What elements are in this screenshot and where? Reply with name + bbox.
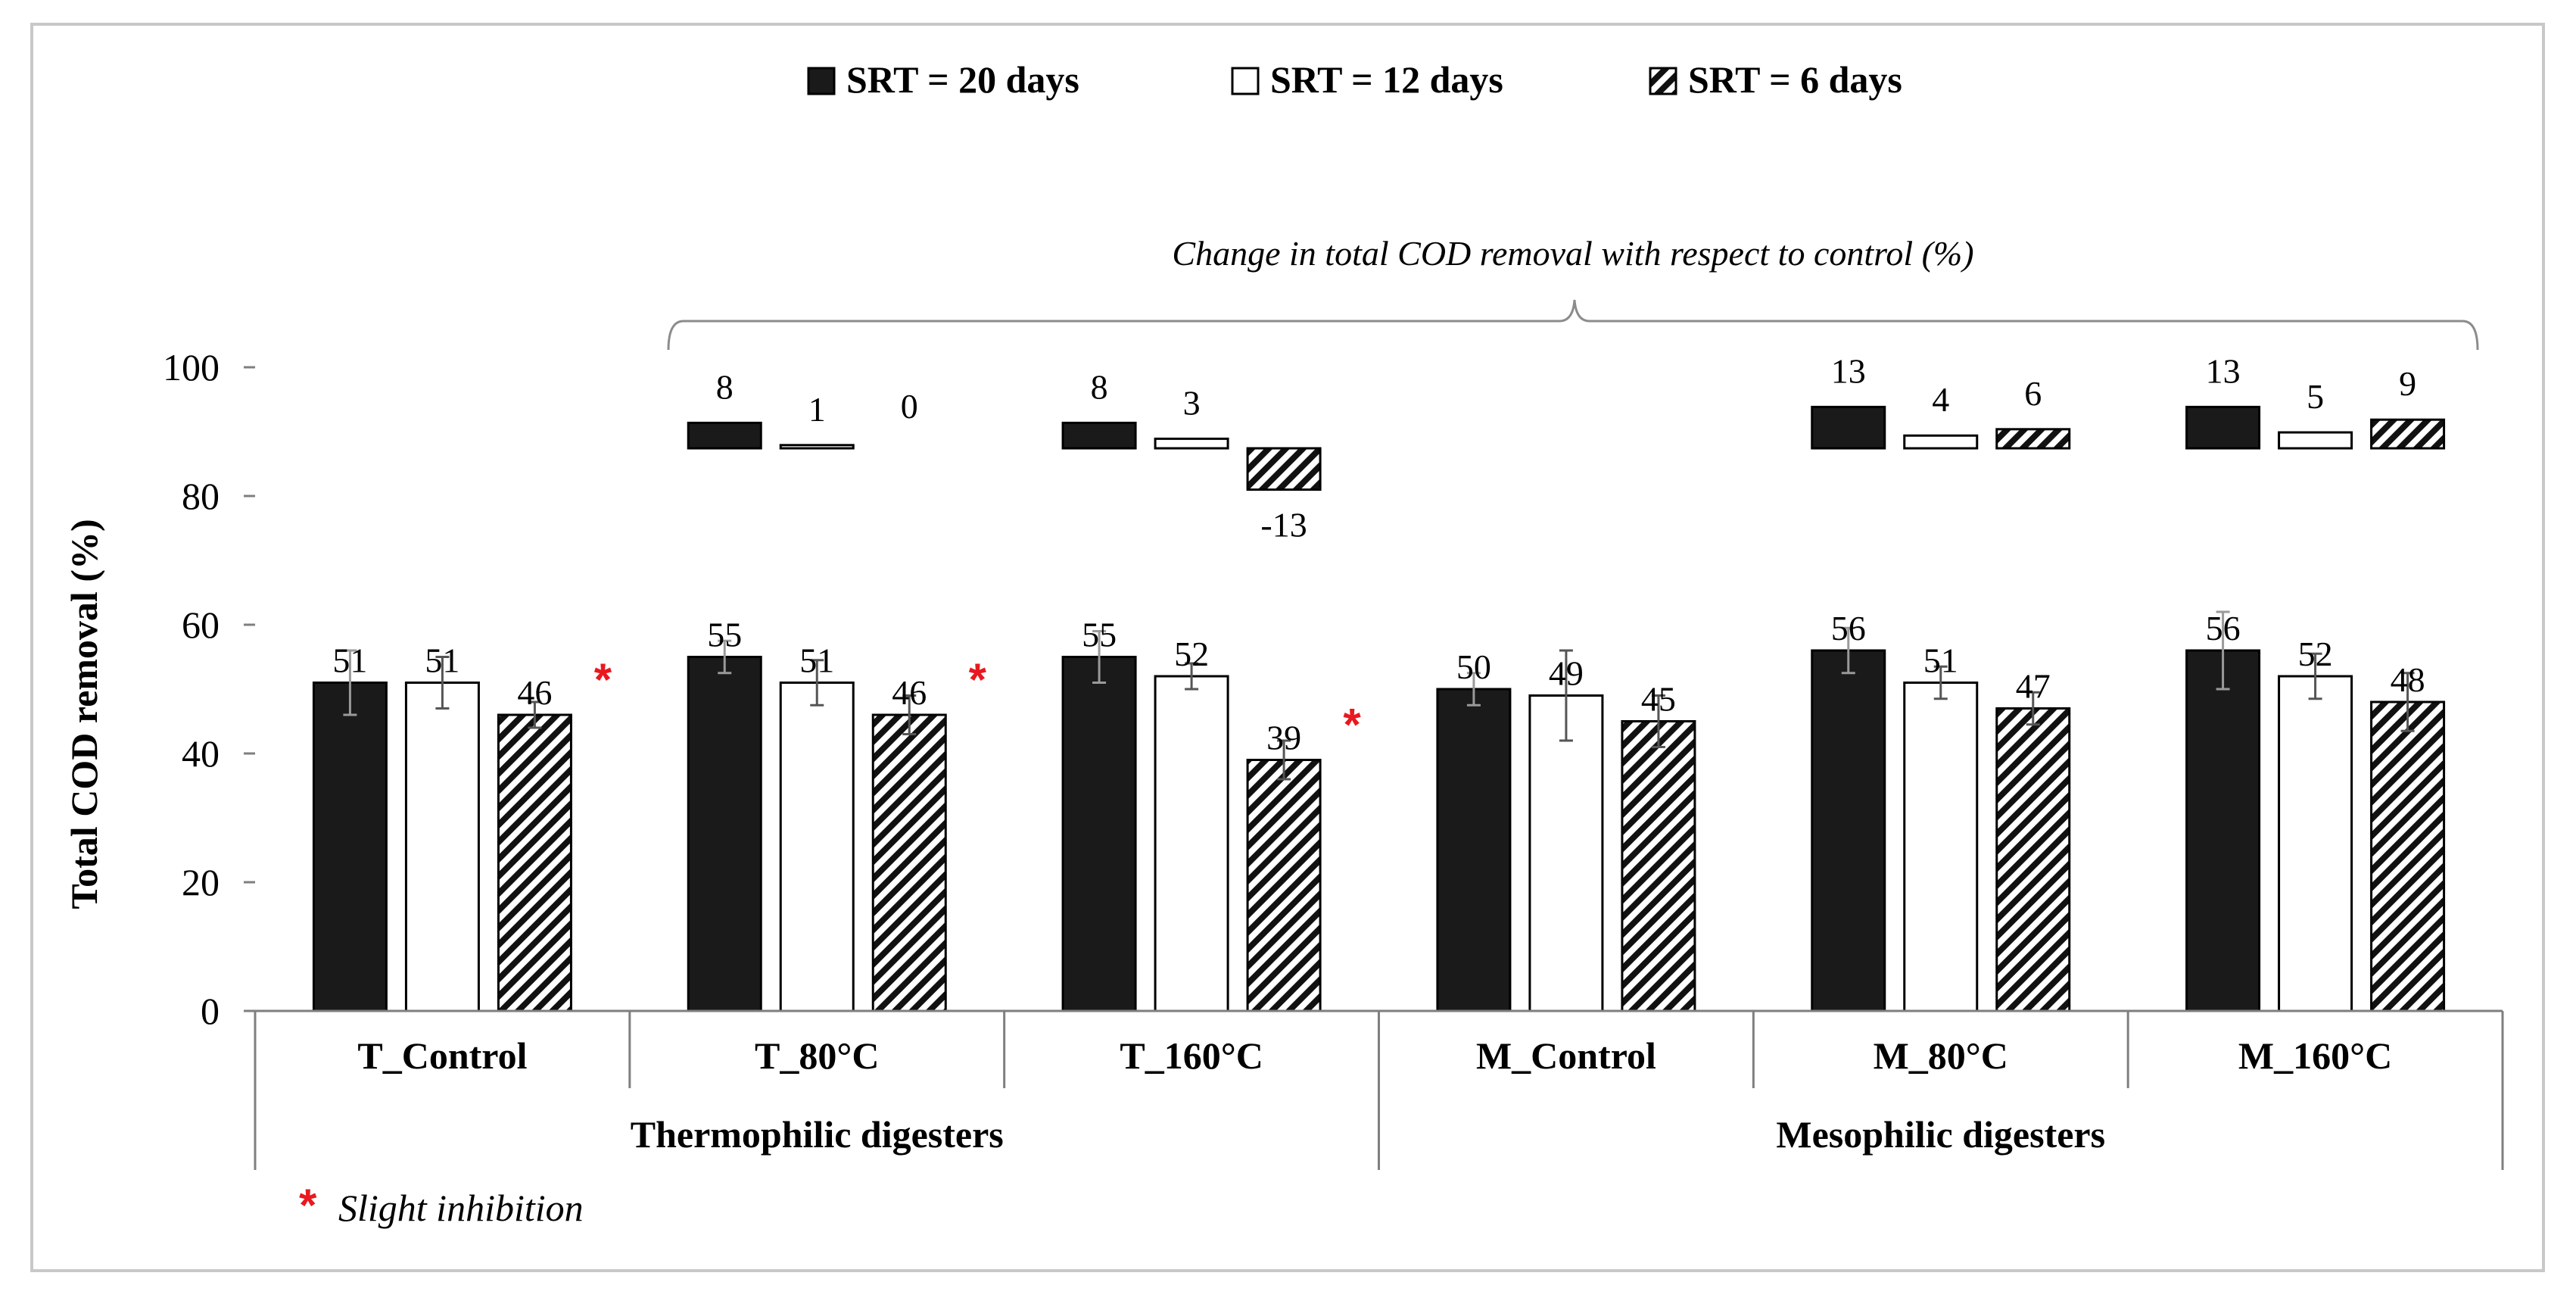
inhibition-marker: * (594, 654, 612, 705)
data-label: 48 (2391, 660, 2425, 699)
axis-lines (254, 1009, 2504, 1170)
data-label: 51 (1923, 641, 1958, 680)
change-label: 6 (2024, 374, 2042, 413)
bar (779, 682, 855, 1012)
legend-item-srt-20: SRT = 20 days (807, 58, 1079, 101)
bars: 51 51 46 * 55 51 46 * 55 52 39 * 50 49 45 56 51 47 56 52 48 (312, 609, 2446, 1012)
change-label: 3 (1183, 383, 1201, 422)
y-axis-label: Total COD removal (%) (63, 519, 105, 909)
inhibition-note-marker: * (299, 1180, 317, 1231)
y-tick-label: 80 (182, 475, 220, 517)
legend-swatch-hatch (1649, 67, 1677, 95)
data-label: 39 (1266, 719, 1301, 757)
category-label: T_Control (357, 1034, 527, 1077)
change-bar (1995, 428, 2071, 450)
change-label: 5 (2307, 377, 2324, 416)
legend-label: SRT = 20 days (846, 58, 1079, 101)
legend-label: SRT = 6 days (1688, 58, 1902, 101)
data-label: 47 (2016, 667, 2051, 706)
change-bar (2278, 431, 2353, 450)
change-bar (1903, 434, 1979, 450)
change-title: Change in total COD removal with respect… (1172, 234, 1973, 273)
data-label: 52 (2298, 635, 2333, 673)
data-label: 50 (1456, 647, 1491, 686)
change-bar (1811, 405, 1886, 450)
change-bar (1061, 421, 1137, 450)
bar (2370, 700, 2446, 1012)
group-label: Thermophilic digesters (631, 1113, 1004, 1156)
legend-item-srt-6: SRT = 6 days (1649, 58, 1902, 101)
y-tick-label: 20 (182, 861, 220, 903)
legend-swatch-solid (807, 67, 836, 95)
change-label: 13 (2206, 351, 2241, 390)
bar (1528, 694, 1604, 1012)
change-label: -13 (1260, 506, 1307, 544)
y-tick-label: 100 (163, 346, 220, 388)
bar (687, 656, 762, 1012)
bar (1621, 720, 1696, 1012)
bar (1995, 707, 2071, 1012)
data-label: 51 (332, 641, 367, 680)
change-bars: 8 1 0 8 3 -13 13 4 6 13 5 9 (687, 351, 2446, 544)
change-brace (667, 299, 2479, 351)
bar (497, 713, 572, 1012)
change-bar (2185, 405, 2261, 450)
data-label: 52 (1174, 635, 1209, 673)
change-bar (779, 444, 855, 450)
category-label: T_160°C (1120, 1034, 1263, 1077)
group-label: Mesophilic digesters (1776, 1113, 2105, 1156)
inhibition-marker: * (1343, 700, 1361, 750)
data-label: 46 (517, 673, 552, 712)
bar (1154, 675, 1229, 1012)
data-label: 45 (1641, 680, 1676, 719)
category-label: M_Control (1476, 1034, 1656, 1077)
change-bar (2370, 418, 2446, 450)
bar (312, 682, 388, 1012)
data-label: 56 (1831, 609, 1866, 647)
bar (2278, 675, 2353, 1012)
change-label: 0 (901, 387, 918, 426)
bar (1246, 759, 1322, 1012)
bar (404, 682, 480, 1012)
y-axis-ticks: 0 20 40 60 80 100 (163, 346, 255, 1032)
bar (1061, 656, 1137, 1012)
data-label: 51 (799, 641, 834, 680)
legend: SRT = 20 days SRT = 12 days SRT = 6 days (807, 58, 1902, 101)
y-tick-label: 60 (182, 604, 220, 646)
change-label: 1 (808, 390, 826, 429)
change-label: 13 (1831, 351, 1866, 390)
bar (1811, 649, 1886, 1012)
category-label: M_80°C (1874, 1034, 2008, 1077)
chart-frame (30, 23, 2545, 1272)
data-label: 56 (2206, 609, 2241, 647)
legend-swatch-white (1231, 67, 1260, 95)
inhibition-note: Slight inhibition (338, 1187, 584, 1229)
change-label: 8 (716, 367, 734, 406)
data-label: 55 (707, 616, 742, 654)
category-labels: T_Control T_80°C T_160°C M_Control M_80°C M_1… (357, 1034, 2392, 1156)
data-label: 55 (1082, 616, 1117, 654)
inhibition-marker: * (969, 654, 987, 705)
data-label: 51 (425, 641, 459, 680)
change-bar (687, 421, 762, 450)
legend-item-srt-12: SRT = 12 days (1231, 58, 1503, 101)
data-label: 46 (892, 673, 927, 712)
bar (2185, 649, 2261, 1012)
category-label: T_80°C (755, 1034, 879, 1077)
change-label: 8 (1091, 367, 1108, 406)
data-label: 49 (1549, 654, 1584, 693)
bar (1436, 688, 1512, 1012)
change-bar (1246, 447, 1322, 491)
bar (871, 713, 947, 1012)
change-bar (1154, 437, 1229, 450)
category-label: M_160°C (2238, 1034, 2392, 1077)
bar (1903, 682, 1979, 1012)
y-tick-label: 0 (201, 990, 220, 1032)
y-tick-label: 40 (182, 732, 220, 775)
legend-label: SRT = 12 days (1270, 58, 1503, 101)
change-label: 4 (1932, 380, 1949, 419)
change-label: 9 (2399, 364, 2416, 403)
